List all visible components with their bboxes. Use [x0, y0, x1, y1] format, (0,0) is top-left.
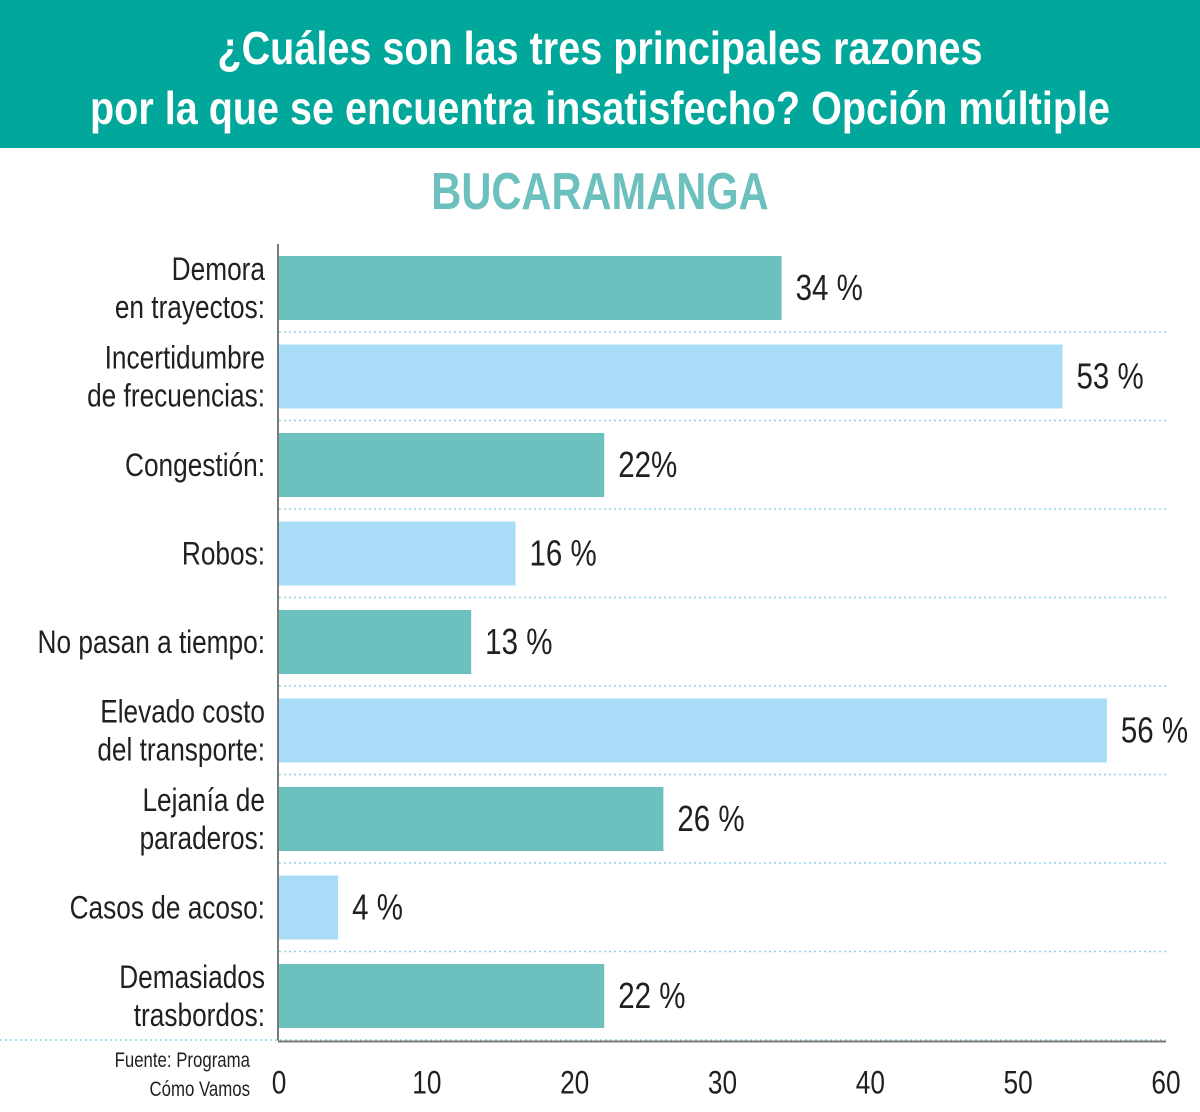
category-label-6-line-2: del transporte: [97, 733, 265, 768]
value-label-9: 22 % [618, 975, 685, 1015]
bar-1 [279, 256, 782, 320]
bar-6 [279, 698, 1107, 763]
chart-subtitle: BUCARAMANGA [431, 163, 769, 221]
category-label-9-line-1: Demasiados [119, 961, 265, 996]
value-label-3: 22% [618, 444, 677, 484]
source-note: Fuente: Programa Cómo Vamos [98, 1046, 250, 1104]
value-label-2: 53 % [1077, 356, 1144, 396]
bar-9 [279, 964, 605, 1028]
bar-4 [279, 521, 516, 586]
x-tick-label-20: 20 [560, 1066, 589, 1101]
bar-8 [279, 875, 339, 940]
value-label-7: 26 % [677, 798, 744, 838]
category-label-6-line-1: Elevado costo [100, 695, 265, 730]
x-tick-label-10: 10 [412, 1066, 441, 1101]
category-label-3-line-1: Congestión: [125, 449, 265, 484]
chart-title-line-1: ¿Cuáles son las tres principales razones [217, 22, 983, 74]
value-label-1: 34 % [796, 267, 863, 307]
category-label-1-line-1: Demora [172, 253, 266, 288]
source-line-1: Fuente: Programa [114, 1049, 251, 1072]
category-label-7-line-1: Lejanía de [142, 784, 265, 819]
category-label-4-line-1: Robos: [182, 537, 265, 572]
category-label-7-line-2: paraderos: [140, 822, 265, 857]
category-label-8-line-1: Casos de acoso: [70, 891, 265, 926]
category-label-2-line-2: de frecuencias: [87, 379, 265, 414]
x-tick-label-0: 0 [272, 1066, 287, 1101]
x-tick-label-30: 30 [708, 1066, 737, 1101]
bar-7 [279, 787, 664, 851]
category-label-9-line-2: trasbordos: [134, 999, 265, 1034]
value-label-5: 13 % [485, 621, 552, 661]
category-label-5-line-1: No pasan a tiempo: [38, 626, 265, 661]
value-label-6: 56 % [1121, 710, 1188, 750]
title-banner: ¿Cuáles son las tres principales razones… [0, 0, 1200, 148]
value-label-8: 4 % [352, 887, 403, 927]
bar-2 [279, 344, 1063, 409]
value-label-4: 16 % [530, 533, 597, 573]
x-tick-label-50: 50 [1004, 1066, 1033, 1101]
x-tick-label-40: 40 [856, 1066, 885, 1101]
bar-3 [279, 433, 605, 497]
chart-title-line-2: por la que se encuentra insatisfecho? Op… [90, 82, 1110, 134]
x-tick-label-60: 60 [1151, 1066, 1180, 1101]
bar-5 [279, 610, 472, 674]
category-label-2-line-1: Incertidumbre [105, 341, 265, 376]
source-line-2: Cómo Vamos [149, 1078, 250, 1101]
category-label-1-line-2: en trayectos: [115, 291, 265, 326]
